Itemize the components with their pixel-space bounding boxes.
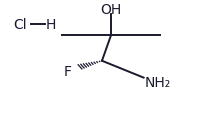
Text: OH: OH [101, 3, 122, 17]
Text: NH₂: NH₂ [145, 75, 171, 89]
Text: Cl: Cl [13, 17, 27, 31]
Text: H: H [46, 17, 56, 31]
Text: F: F [63, 65, 71, 79]
